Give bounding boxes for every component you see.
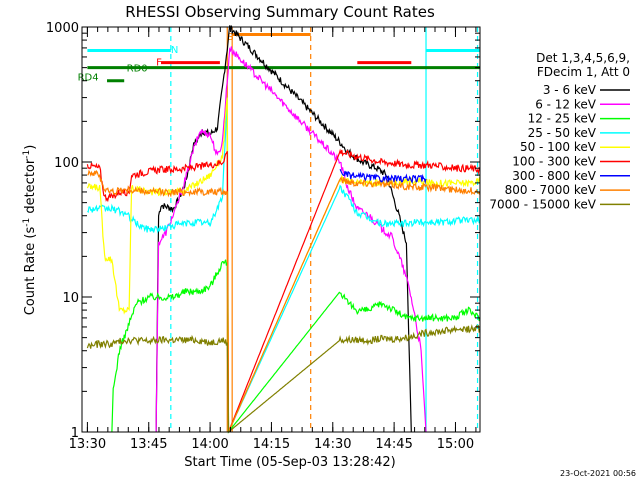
legend-label-0: 3 - 6 keV bbox=[543, 83, 597, 97]
y-tick-label-0: 1 bbox=[71, 426, 79, 441]
series-line-8 bbox=[86, 324, 481, 434]
legend-label-1: 6 - 12 keV bbox=[535, 97, 597, 111]
legend: Det 1,3,4,5,6,9,FDecim 1, Att 0 3 - 6 keV… bbox=[489, 51, 630, 211]
annotation-label-3: RD0 bbox=[127, 63, 148, 74]
series-line-3 bbox=[87, 97, 481, 433]
y-label-main: Count Rate (s bbox=[23, 227, 38, 316]
chart-title: RHESSI Observing Summary Count Rates bbox=[125, 3, 435, 21]
legend-label-6: 300 - 800 keV bbox=[512, 169, 596, 183]
annotation-label-4: RD4 bbox=[78, 73, 99, 84]
y-label-exp2: -1 bbox=[22, 150, 32, 159]
y-tick-label-1: 10 bbox=[62, 291, 79, 306]
annotation-label-1: F bbox=[156, 57, 162, 68]
x-tick-label-3: 14:15 bbox=[253, 437, 290, 452]
x-axis-label: Start Time (05-Sep-03 13:28:42) bbox=[184, 455, 395, 470]
timestamp: 23-Oct-2021 00:56 bbox=[560, 469, 636, 478]
series-line-5 bbox=[86, 148, 481, 433]
y-label-exp1: -1 bbox=[22, 218, 32, 227]
legend-label-2: 12 - 25 keV bbox=[528, 112, 597, 126]
annotation-label-2: S bbox=[227, 32, 233, 43]
y-axis-label: Count Rate (s-1 detector-1) bbox=[22, 145, 38, 316]
legend-label-8: 7000 - 15000 keV bbox=[489, 197, 596, 211]
legend-label-4: 50 - 100 keV bbox=[520, 140, 597, 154]
y-label-end: ) bbox=[23, 145, 38, 150]
legend-label-7: 800 - 7000 keV bbox=[505, 183, 597, 197]
x-tick-label-5: 14:45 bbox=[375, 437, 412, 452]
series-line-7 bbox=[87, 169, 481, 433]
series-line-6 bbox=[339, 169, 427, 185]
plot-frame bbox=[81, 26, 481, 433]
x-tick-label-2: 14:00 bbox=[191, 437, 228, 452]
x-tick-label-6: 15:00 bbox=[437, 437, 474, 452]
y-tick-label-3: 1000 bbox=[46, 21, 79, 36]
series-line-2 bbox=[111, 259, 481, 434]
annotation-label-0: N bbox=[171, 45, 178, 56]
legend-header-0: Det 1,3,4,5,6,9, bbox=[536, 51, 630, 65]
x-tick-label-1: 13:45 bbox=[130, 437, 167, 452]
legend-label-5: 100 - 300 keV bbox=[512, 155, 596, 169]
legend-header-1: FDecim 1, Att 0 bbox=[537, 65, 630, 79]
x-tick-label-4: 14:30 bbox=[314, 437, 351, 452]
x-tick-label-0: 13:30 bbox=[69, 437, 106, 452]
legend-label-3: 25 - 50 keV bbox=[528, 126, 597, 140]
y-tick-label-2: 100 bbox=[54, 156, 79, 171]
axis-layer: 1 10 100 1000 13:30 13:45 14:00 14:15 14:30 14:45… bbox=[46, 21, 480, 452]
y-label-mid: detector bbox=[23, 158, 38, 218]
series-layer bbox=[86, 25, 481, 434]
